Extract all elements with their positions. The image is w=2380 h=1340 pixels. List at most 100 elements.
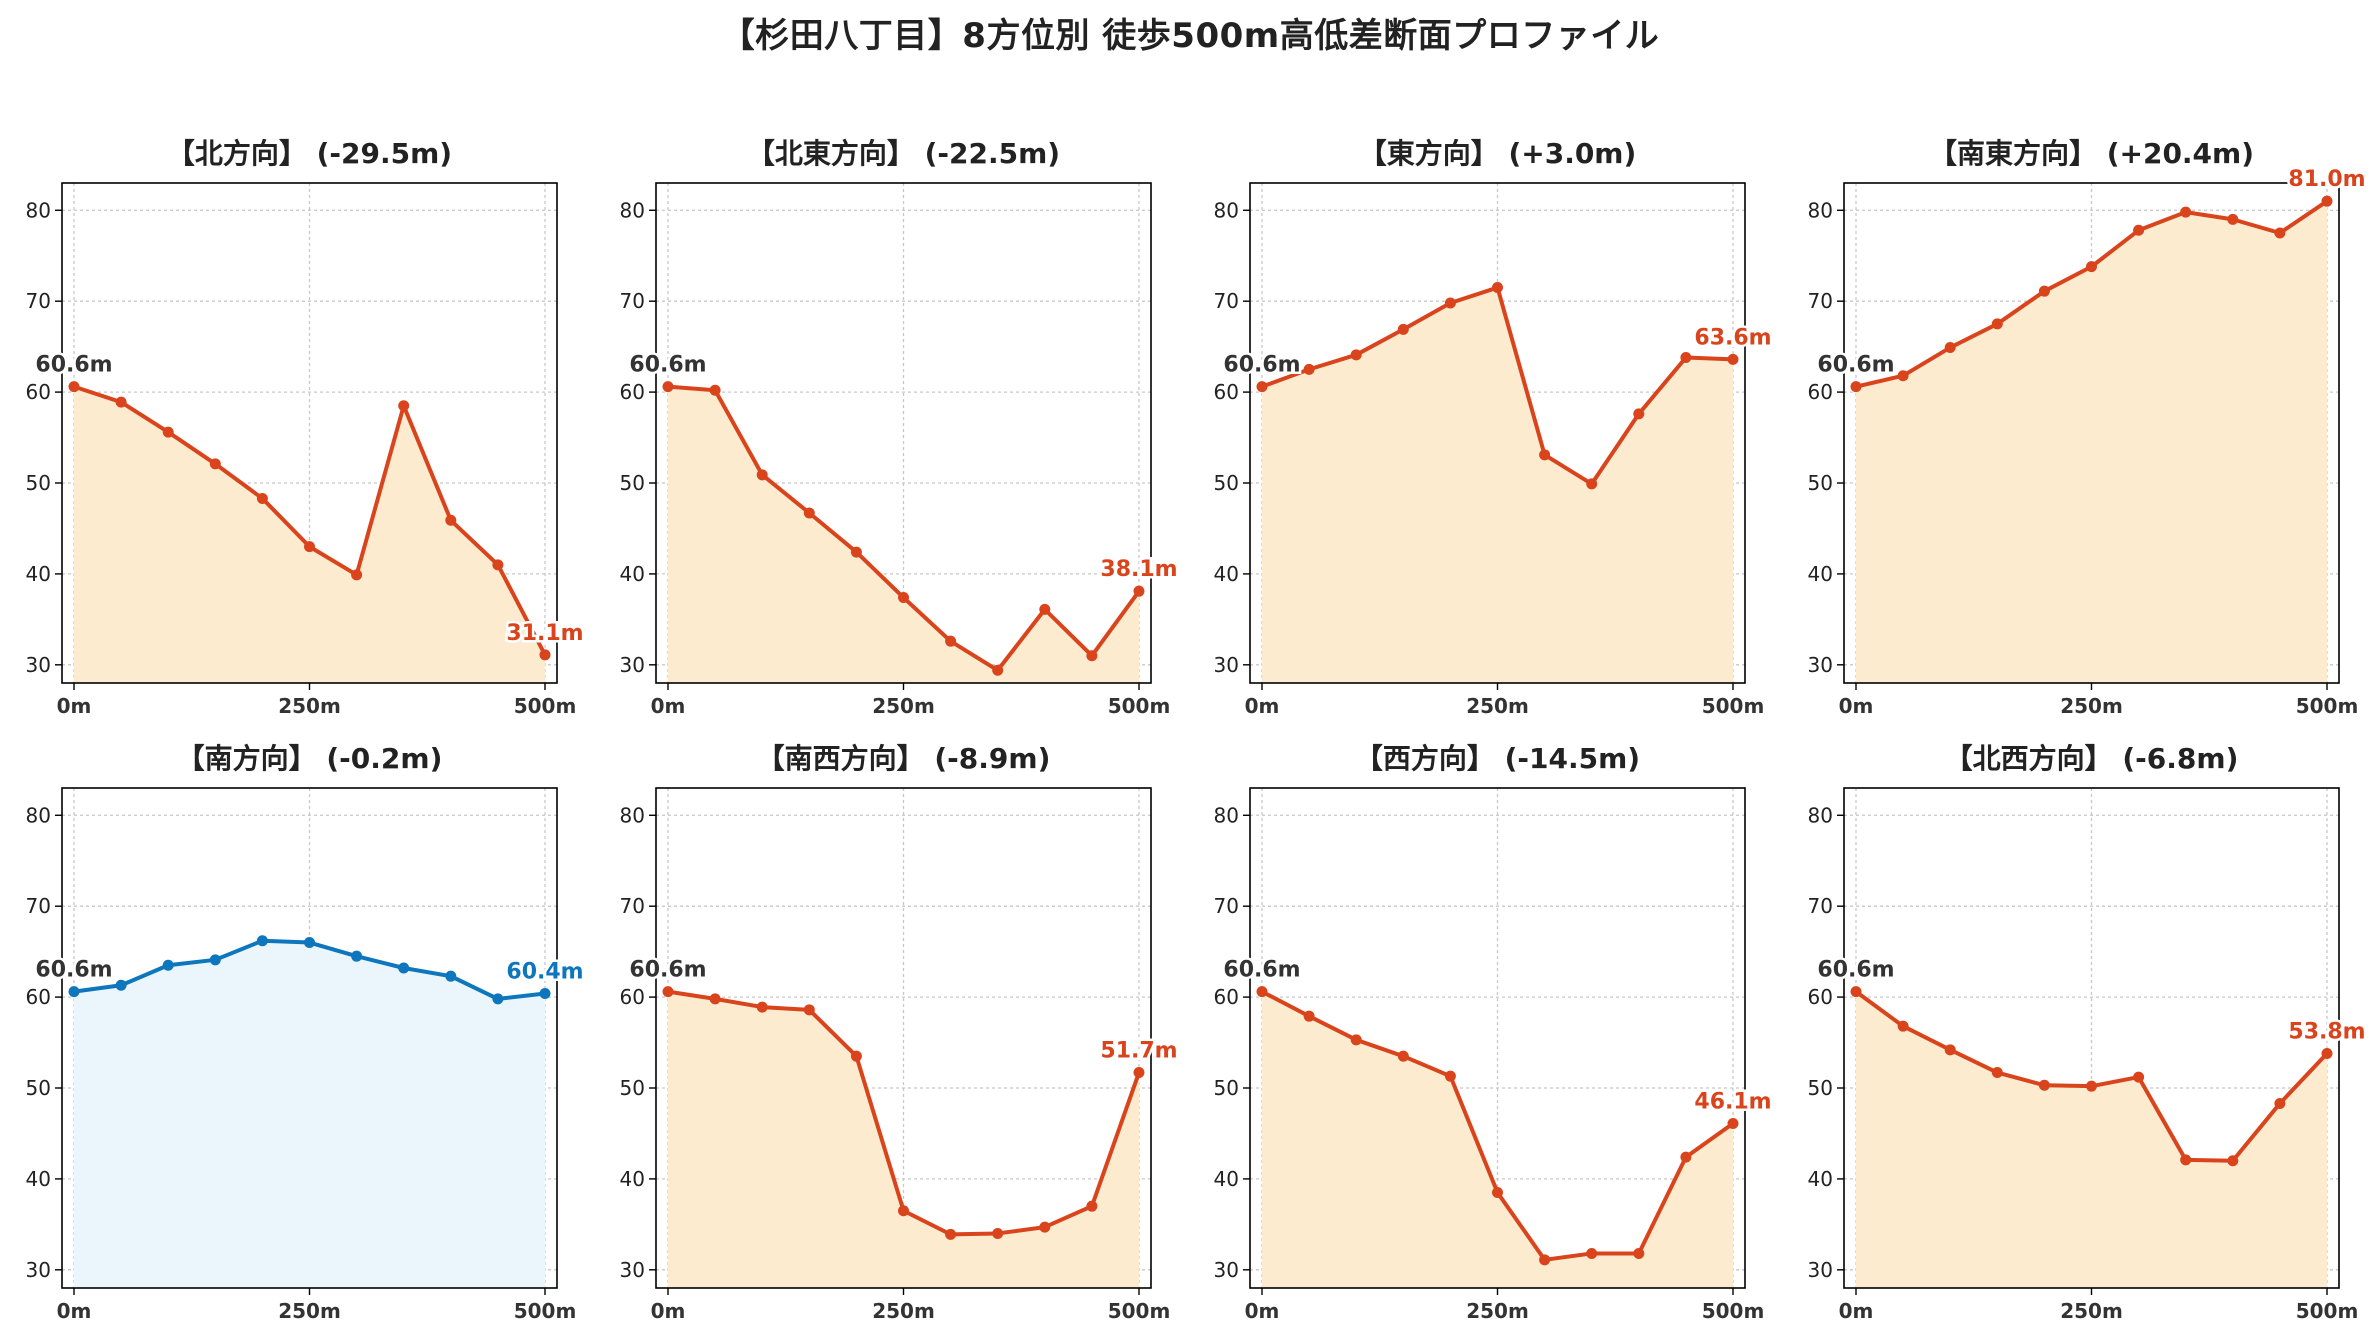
end-value-label: 60.4m [506, 959, 583, 984]
chart-panel-3: 【南東方向】 (+20.4m) 30 40 50 60 70 80 0m 250m 500m 60.… [1808, 137, 2369, 718]
x-tick-label: 250m [872, 1299, 935, 1323]
data-point [1303, 363, 1315, 375]
data-point [1086, 650, 1098, 662]
chart-panel-4: 【南方向】 (-0.2m) 30 40 50 60 70 80 0m 250m 500m 60.6m… [26, 742, 587, 1323]
data-point [709, 384, 721, 396]
data-point [850, 546, 862, 558]
y-tick-label: 50 [1214, 1076, 1239, 1100]
y-tick-label: 80 [1214, 803, 1239, 827]
data-point [803, 507, 815, 519]
y-tick-label: 30 [620, 1258, 645, 1282]
subplot-title: 【南方向】 (-0.2m) [177, 742, 443, 775]
y-tick-label: 50 [620, 1076, 645, 1100]
x-tick-label: 0m [1839, 1299, 1874, 1323]
x-tick-label: 250m [278, 694, 341, 718]
data-point [662, 986, 674, 998]
data-point [2086, 261, 2097, 273]
data-point [1586, 1247, 1598, 1259]
y-tick-label: 60 [26, 380, 51, 404]
y-tick-label: 30 [1808, 653, 1833, 677]
data-point [2133, 1071, 2145, 1083]
data-point [1397, 1050, 1409, 1062]
data-point [2086, 1080, 2097, 1092]
data-point [1492, 1187, 1503, 1199]
data-point [898, 1205, 909, 1217]
data-point [1944, 342, 1956, 354]
data-point [162, 959, 174, 971]
data-point [1539, 1254, 1551, 1266]
data-point [1727, 353, 1739, 365]
subplot-title: 【西方向】 (-14.5m) [1355, 742, 1640, 775]
data-point [351, 950, 363, 962]
x-tick-label: 250m [1466, 694, 1529, 718]
data-point [351, 569, 363, 581]
x-tick-label: 500m [1702, 1299, 1765, 1323]
data-point [1991, 1067, 2003, 1079]
y-tick-label: 80 [620, 198, 645, 222]
chart-panel-0: 【北方向】 (-29.5m) 30 40 50 60 70 80 0m 250m 500m 60.6… [26, 137, 587, 718]
x-tick-label: 0m [1245, 1299, 1280, 1323]
data-point [1586, 478, 1598, 490]
data-point [304, 541, 315, 553]
end-value-label: 46.1m [1694, 1089, 1771, 1114]
data-point [1039, 603, 1051, 615]
y-tick-label: 60 [1808, 985, 1833, 1009]
start-value-label: 60.6m [629, 353, 706, 378]
data-point [1444, 1070, 1456, 1082]
y-tick-label: 80 [26, 198, 51, 222]
x-tick-label: 250m [872, 694, 935, 718]
y-tick-label: 70 [26, 289, 51, 313]
y-tick-label: 70 [620, 289, 645, 313]
y-tick-label: 30 [1808, 1258, 1833, 1282]
chart-panel-7: 【北西方向】 (-6.8m) 30 40 50 60 70 80 0m 250m 500m 60.6… [1808, 742, 2369, 1323]
y-tick-label: 70 [1214, 894, 1239, 918]
x-tick-label: 250m [2060, 1299, 2123, 1323]
data-point [209, 954, 221, 966]
data-point [756, 1001, 768, 1013]
area-fill [74, 940, 545, 1288]
data-point [2274, 227, 2286, 239]
x-tick-label: 250m [2060, 694, 2123, 718]
data-point [398, 962, 410, 974]
data-point [1680, 1151, 1692, 1163]
data-point [898, 592, 909, 604]
data-point [1633, 1247, 1645, 1259]
start-value-label: 60.6m [1223, 958, 1300, 983]
area-fill [668, 991, 1139, 1288]
data-point [1350, 349, 1362, 361]
data-point [539, 987, 551, 999]
y-tick-label: 40 [620, 562, 645, 586]
data-point [1850, 381, 1862, 393]
y-tick-label: 50 [26, 471, 51, 495]
subplot-title: 【北東方向】 (-22.5m) [747, 137, 1060, 170]
x-tick-label: 0m [57, 694, 92, 718]
data-point [115, 979, 127, 991]
subplot-title: 【北西方向】 (-6.8m) [1945, 742, 2239, 775]
y-tick-label: 60 [1808, 380, 1833, 404]
y-tick-label: 30 [26, 1258, 51, 1282]
data-point [1539, 449, 1551, 461]
end-value-label: 38.1m [1100, 557, 1177, 582]
data-point [709, 993, 721, 1005]
subplot-title: 【南東方向】 (+20.4m) [1929, 137, 2254, 170]
data-point [492, 559, 504, 571]
data-point [1492, 282, 1503, 294]
y-tick-label: 40 [1214, 1167, 1239, 1191]
data-point [1397, 323, 1409, 335]
y-tick-label: 60 [1214, 985, 1239, 1009]
x-tick-label: 500m [2296, 1299, 2359, 1323]
data-point [1991, 318, 2003, 330]
y-tick-label: 50 [620, 471, 645, 495]
start-value-label: 60.6m [35, 353, 112, 378]
data-point [2038, 285, 2050, 297]
x-tick-label: 250m [278, 1299, 341, 1323]
y-tick-label: 80 [620, 803, 645, 827]
data-point [1680, 352, 1692, 364]
y-tick-label: 80 [1808, 803, 1833, 827]
start-value-label: 60.6m [1817, 353, 1894, 378]
data-point [1086, 1200, 1098, 1212]
chart-main-title: 【杉田八丁目】8方位別 徒歩500m高低差断面プロファイル [720, 16, 1660, 56]
x-tick-label: 0m [651, 694, 686, 718]
start-value-label: 60.6m [35, 958, 112, 983]
